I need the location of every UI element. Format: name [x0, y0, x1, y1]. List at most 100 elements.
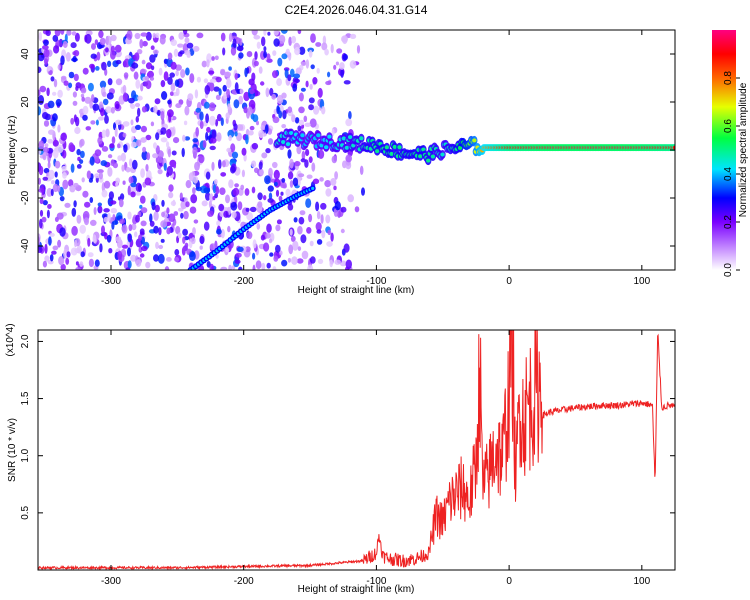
noise-speck: [291, 35, 297, 44]
noise-speck: [216, 113, 222, 122]
noise-speck: [273, 255, 279, 262]
noise-speck: [220, 32, 226, 42]
noise-speck: [97, 116, 105, 121]
noise-speck: [228, 264, 232, 270]
noise-speck: [171, 150, 177, 156]
noise-speck: [268, 192, 273, 200]
noise-speck: [93, 207, 97, 215]
noise-speck: [73, 50, 80, 57]
noise-speck: [155, 32, 160, 38]
noise-speck: [59, 227, 66, 237]
noise-speck: [112, 162, 118, 169]
noise-speck: [160, 238, 165, 243]
noise-speck: [281, 259, 288, 267]
noise-speck: [275, 244, 281, 253]
noise-speck: [39, 198, 44, 205]
noise-speck: [60, 55, 65, 66]
noise-speck: [189, 73, 195, 84]
noise-speck: [266, 223, 272, 233]
noise-speck: [285, 48, 290, 55]
noise-speck: [221, 160, 226, 168]
noise-speck: [168, 191, 174, 199]
noise-speck: [161, 199, 165, 207]
noise-speck: [216, 132, 222, 142]
noise-speck: [86, 170, 92, 179]
noise-speck: [285, 188, 291, 197]
noise-speck: [297, 125, 302, 132]
noise-speck: [330, 232, 334, 242]
noise-speck: [261, 262, 266, 270]
snr-x-tick-label: 0: [506, 576, 512, 587]
noise-speck: [209, 145, 216, 151]
noise-speck: [99, 80, 107, 89]
noise-speck: [218, 88, 222, 96]
noise-speck: [142, 40, 148, 47]
noise-speck: [42, 45, 49, 50]
noise-speck: [79, 138, 85, 147]
noise-speck: [325, 80, 332, 86]
noise-speck: [349, 60, 357, 69]
noise-speck: [298, 119, 305, 126]
noise-speck: [185, 67, 190, 76]
noise-speck: [102, 98, 109, 106]
noise-speck: [272, 161, 278, 169]
noise-speck: [118, 198, 124, 208]
noise-speck: [66, 251, 71, 258]
noise-speck: [50, 188, 54, 197]
noise-speck: [68, 71, 75, 79]
noise-speck: [47, 161, 51, 169]
noise-speck: [43, 48, 50, 58]
noise-speck: [167, 148, 171, 158]
noise-speck: [182, 228, 189, 236]
noise-speck: [98, 205, 103, 214]
tone-core: [359, 136, 364, 141]
tone-core: [281, 140, 286, 144]
noise-speck: [180, 212, 184, 219]
noise-speck: [309, 83, 313, 90]
noise-speck: [279, 181, 287, 189]
noise-speck: [258, 161, 263, 170]
noise-speck: [293, 217, 298, 223]
noise-speck: [186, 42, 194, 49]
noise-speck: [54, 30, 61, 37]
colorbar-tick-label: 0.6: [723, 119, 734, 133]
noise-speck: [263, 50, 267, 59]
noise-speck: [209, 243, 216, 251]
noise-speck: [140, 83, 144, 92]
noise-speck: [241, 169, 245, 178]
noise-speck: [153, 254, 159, 262]
noise-speck: [208, 200, 212, 208]
noise-speck: [308, 213, 313, 223]
noise-speck: [166, 165, 173, 176]
noise-speck: [38, 89, 41, 96]
noise-speck: [140, 245, 148, 252]
noise-speck: [287, 257, 291, 263]
noise-speck: [244, 67, 248, 78]
noise-speck: [230, 201, 238, 211]
noise-speck: [125, 38, 132, 45]
noise-speck: [291, 256, 298, 265]
noise-speck: [153, 225, 159, 234]
noise-speck: [139, 204, 143, 209]
noise-speck: [281, 92, 287, 99]
noise-speck: [251, 30, 258, 36]
noise-speck: [269, 252, 274, 257]
noise-speck: [280, 30, 288, 34]
noise-speck: [140, 68, 147, 74]
noise-speck: [170, 39, 177, 46]
y-tick-label: 20: [20, 96, 31, 108]
noise-speck: [115, 119, 122, 126]
noise-speck: [266, 53, 271, 60]
y-tick-label: -40: [20, 238, 31, 253]
noise-speck: [94, 173, 100, 179]
noise-speck: [226, 88, 230, 98]
noise-speck: [175, 64, 182, 71]
noise-speck: [91, 43, 96, 50]
noise-speck: [297, 30, 302, 35]
noise-speck: [166, 227, 171, 235]
noise-speck: [273, 38, 280, 47]
noise-speck: [258, 66, 263, 74]
noise-speck: [154, 204, 160, 213]
noise-speck: [121, 244, 129, 249]
noise-speck: [317, 149, 325, 159]
